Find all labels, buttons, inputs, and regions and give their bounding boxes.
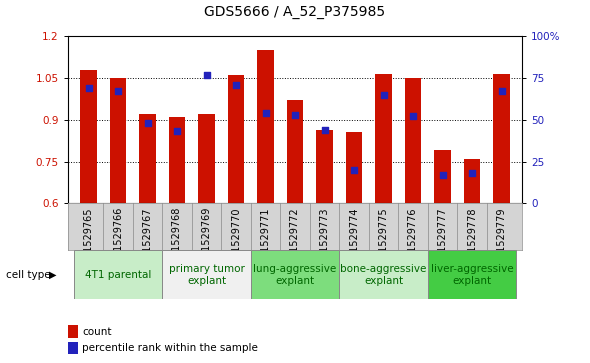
Point [438, 172, 447, 178]
Text: ▶: ▶ [49, 270, 57, 280]
Point [349, 167, 359, 173]
Text: percentile rank within the sample: percentile rank within the sample [83, 343, 258, 353]
Text: GSM1529775: GSM1529775 [379, 207, 388, 273]
Bar [493, 74, 510, 203]
Bar [339, 250, 428, 299]
Text: count: count [83, 327, 112, 337]
Text: GSM1529769: GSM1529769 [202, 207, 211, 272]
Bar [198, 114, 215, 203]
Bar [375, 74, 392, 203]
Text: cell type: cell type [6, 270, 51, 280]
Point [172, 129, 182, 134]
Bar [405, 78, 421, 203]
Text: primary tumor
explant: primary tumor explant [169, 264, 244, 286]
Point [113, 89, 123, 94]
Text: GSM1529774: GSM1529774 [349, 207, 359, 273]
Point [467, 170, 477, 176]
Point [143, 120, 152, 126]
Text: GSM1529772: GSM1529772 [290, 207, 300, 273]
Bar [169, 117, 185, 203]
Bar [80, 70, 97, 203]
Point [320, 127, 329, 133]
Point [379, 92, 388, 98]
Text: GSM1529778: GSM1529778 [467, 207, 477, 273]
Text: bone-aggressive
explant: bone-aggressive explant [340, 264, 427, 286]
Bar [251, 250, 339, 299]
Bar [464, 159, 480, 203]
Bar [68, 342, 78, 354]
Point [261, 110, 270, 116]
Bar [110, 78, 126, 203]
Text: GSM1529773: GSM1529773 [320, 207, 329, 273]
Point [202, 72, 211, 78]
Text: GSM1529776: GSM1529776 [408, 207, 418, 273]
Bar [434, 150, 451, 203]
Text: 4T1 parental: 4T1 parental [85, 270, 151, 280]
Bar [428, 250, 516, 299]
Text: GSM1529770: GSM1529770 [231, 207, 241, 273]
Text: liver-aggressive
explant: liver-aggressive explant [431, 264, 513, 286]
Text: GSM1529771: GSM1529771 [261, 207, 270, 273]
Bar [68, 325, 78, 338]
Text: GSM1529779: GSM1529779 [497, 207, 506, 273]
Bar [162, 250, 251, 299]
Bar [228, 75, 244, 203]
Text: GSM1529767: GSM1529767 [143, 207, 152, 273]
Bar [257, 50, 274, 203]
Point [231, 82, 241, 87]
Bar [346, 132, 362, 203]
Text: GSM1529768: GSM1529768 [172, 207, 182, 272]
Text: GSM1529766: GSM1529766 [113, 207, 123, 272]
Point [497, 89, 506, 94]
Text: GDS5666 / A_52_P375985: GDS5666 / A_52_P375985 [205, 5, 385, 20]
Bar [74, 250, 162, 299]
Bar [287, 100, 303, 203]
Text: lung-aggressive
explant: lung-aggressive explant [253, 264, 337, 286]
Text: GSM1529765: GSM1529765 [84, 207, 93, 273]
Text: GSM1529777: GSM1529777 [438, 207, 447, 273]
Bar [316, 130, 333, 203]
Point [408, 114, 418, 119]
Point [290, 112, 300, 118]
Point [84, 85, 93, 91]
Bar [139, 114, 156, 203]
